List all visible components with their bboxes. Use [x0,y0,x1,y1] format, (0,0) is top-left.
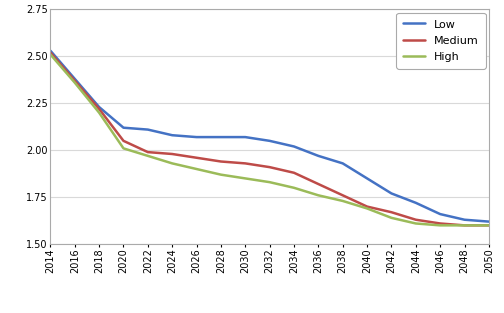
High [413,222,419,225]
High [47,53,53,56]
High [194,167,200,171]
Low [120,126,127,130]
High [364,207,370,210]
Low [486,220,492,223]
High [291,186,297,190]
Medium [145,150,151,154]
High [218,173,224,177]
Low [194,135,200,139]
Medium [96,107,102,111]
Low [437,212,443,216]
Low [96,105,102,109]
Low [364,177,370,180]
Medium [291,171,297,175]
High [267,180,273,184]
High [145,154,151,158]
Line: Medium: Medium [50,53,489,225]
High [316,193,322,197]
Low [169,133,175,137]
High [486,223,492,227]
Medium [242,162,248,165]
Medium [316,182,322,186]
High [120,146,127,150]
High [96,111,102,115]
Low [389,192,395,195]
Medium [218,160,224,163]
High [242,177,248,180]
Low [462,218,468,222]
Low [72,77,78,81]
Low [291,145,297,148]
Low [218,135,224,139]
Medium [169,152,175,156]
Medium [486,223,492,227]
Medium [194,156,200,160]
Medium [120,139,127,143]
Low [145,128,151,131]
Low [413,201,419,205]
High [389,216,395,220]
Low [47,49,53,53]
Medium [413,218,419,222]
Medium [47,51,53,54]
Medium [267,165,273,169]
Medium [437,222,443,225]
Medium [462,223,468,227]
High [462,223,468,227]
Low [242,135,248,139]
Medium [364,205,370,208]
Line: High: High [50,54,489,225]
Medium [72,79,78,83]
Medium [389,210,395,214]
Low [316,154,322,158]
High [169,162,175,165]
High [72,81,78,85]
Low [267,139,273,143]
High [340,199,346,203]
Low [340,162,346,165]
Line: Low: Low [50,51,489,222]
Legend: Low, Medium, High: Low, Medium, High [396,13,485,69]
High [437,223,443,227]
Medium [340,193,346,197]
